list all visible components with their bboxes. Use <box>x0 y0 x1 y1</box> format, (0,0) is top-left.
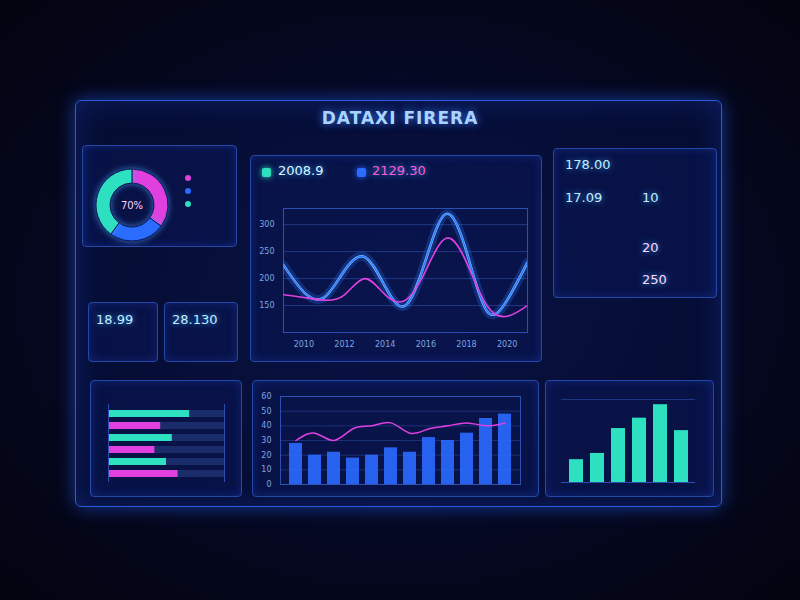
svg-text:2020: 2020 <box>497 340 517 349</box>
svg-text:10: 10 <box>261 465 271 474</box>
svg-text:70%: 70% <box>121 200 143 211</box>
html-text:178.00: 178.00 <box>565 157 611 172</box>
html-text:28.130: 28.130 <box>172 312 218 327</box>
html-text:250: 250 <box>642 272 667 287</box>
svg-text:2018: 2018 <box>456 340 476 349</box>
svg-text:60: 60 <box>261 392 271 401</box>
svg-text:0: 0 <box>266 480 271 489</box>
svg-text:200: 200 <box>259 274 274 283</box>
html-text:10: 10 <box>642 190 659 205</box>
html-text:DATAXI FIRERA: DATAXI FIRERA <box>321 108 479 128</box>
html-text:18.99: 18.99 <box>96 312 134 327</box>
html-text:2008.9: 2008.9 <box>278 163 324 178</box>
svg-text:2012: 2012 <box>334 340 354 349</box>
svg-text:40: 40 <box>261 421 271 430</box>
svg-text:2014: 2014 <box>375 340 395 349</box>
svg-text:2010: 2010 <box>294 340 314 349</box>
svg-text:50: 50 <box>261 407 271 416</box>
svg-text:2016: 2016 <box>416 340 436 349</box>
html-text:20: 20 <box>642 240 659 255</box>
html-text:17.09: 17.09 <box>565 190 603 205</box>
svg-text:30: 30 <box>261 436 271 445</box>
svg-text:250: 250 <box>259 247 274 256</box>
svg-text:300: 300 <box>259 220 274 229</box>
svg-text:150: 150 <box>259 301 274 310</box>
html-text:2129.30: 2129.30 <box>372 163 426 178</box>
svg-text:20: 20 <box>261 451 271 460</box>
